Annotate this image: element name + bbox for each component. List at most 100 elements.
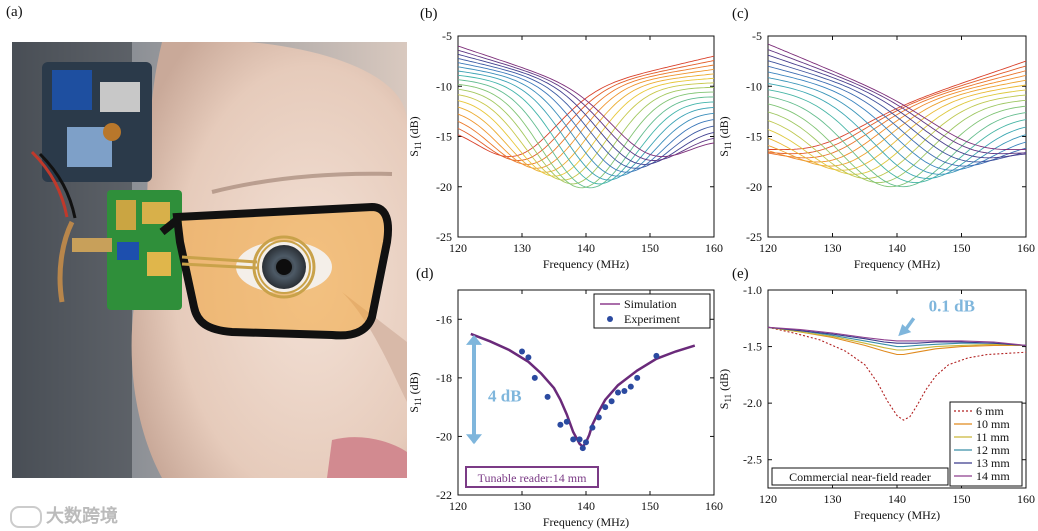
panel-label-e: (e) [732, 266, 749, 282]
chart-e: 120 130 140 150 160 -1.0 -1.5 -2.0 -2.5 Frequency… [717, 266, 1035, 522]
sweep-curve-c [767, 65, 1027, 155]
experiment-point [525, 354, 532, 361]
sweep-curve-b [457, 79, 715, 189]
sweep-curve-c [767, 74, 1027, 163]
y-tick-label-b: -25 [436, 230, 452, 244]
sweep-curve-b [457, 77, 715, 177]
y-axis-label-e: S11 (dB) [717, 369, 733, 409]
sweep-curve-c [767, 54, 1027, 159]
y-tick-label-d: -18 [436, 371, 452, 385]
annotation-0-1db: 0.1 dB [929, 296, 975, 315]
photo-smart-contact-lens-glasses [12, 42, 407, 478]
sweep-curve-c [767, 94, 1027, 179]
experiment-point [531, 374, 538, 381]
legend-label-experiment: Experiment [624, 312, 681, 326]
experiment-point [608, 398, 615, 405]
sweep-curve-c [767, 84, 1027, 171]
y-tick-label-e: -2.5 [743, 453, 762, 467]
experiment-point [615, 389, 621, 396]
experiment-point [589, 424, 596, 431]
experiment-point [583, 439, 589, 446]
chart-c: 120 130 140 150 160 -5 -10 -15 -20 -25 Frequency (… [717, 6, 1035, 271]
experiment-point [519, 348, 525, 355]
experiment-point [579, 445, 586, 452]
range-arrow-head-up [466, 334, 482, 345]
series-line-12-mm [767, 326, 1027, 348]
sweep-curve-b [457, 64, 715, 165]
x-axis-label-c: Frequency (MHz) [854, 257, 940, 271]
series-line-10-mm [767, 326, 1026, 356]
legend-label-10-mm: 10 mm [976, 417, 1010, 431]
sweep-curve-c [767, 83, 1027, 179]
sweep-curve-c [767, 65, 1027, 167]
box-label-commercial-reader: Commercial near-field reader [789, 470, 931, 484]
y-axis-label-b: S11 (dB) [407, 116, 423, 156]
panel-label-b: (b) [420, 6, 438, 22]
y-tick-label-c: -25 [746, 230, 762, 244]
y-tick-label-c: -10 [746, 79, 762, 93]
sweep-curve-c [767, 96, 1027, 188]
legend-marker-experiment [607, 316, 613, 322]
x-tick-label-d: 130 [513, 499, 531, 513]
watermark-text: 大数跨境 [46, 506, 118, 526]
experiment-point [595, 414, 602, 421]
y-axis-label-c: S11 (dB) [717, 116, 733, 156]
box-label-tunable-reader: Tunable reader:14 mm [478, 471, 588, 485]
sweep-curve-c [767, 99, 1027, 184]
annotation-4db: 4 dB [488, 386, 522, 405]
annotation-arrow-head-e [898, 324, 912, 337]
sweep-curve-b [457, 74, 715, 185]
sweep-curve-c [767, 70, 1027, 159]
sweep-curve-c [767, 79, 1027, 167]
x-tick-label-b: 140 [577, 241, 595, 255]
legend-label-12-mm: 12 mm [976, 443, 1010, 457]
y-tick-label-e: -1.0 [743, 283, 762, 297]
series-line-6-mm [767, 326, 1027, 421]
y-tick-label-b: -5 [442, 29, 452, 43]
y-tick-label-c: -15 [746, 130, 762, 144]
x-tick-label-e: 150 [953, 492, 971, 506]
chart-b: 120 130 140 150 160 -5 -10 -15 -20 -25 Frequency (… [407, 6, 723, 271]
x-tick-label-d: 120 [449, 499, 467, 513]
x-tick-label-d: 160 [705, 499, 723, 513]
sweep-curve-b [457, 62, 715, 173]
y-tick-label-d: -16 [436, 312, 452, 326]
x-axis-label-d: Frequency (MHz) [543, 515, 629, 529]
experiment-point [653, 352, 660, 359]
sweep-curve-c [767, 89, 1027, 184]
experiment-point [570, 436, 577, 443]
x-tick-label-d: 150 [641, 499, 659, 513]
y-tick-label-b: -10 [436, 79, 452, 93]
panel-a-label: (a) [6, 4, 23, 20]
x-tick-label-e: 130 [824, 492, 842, 506]
sweep-curve-b [457, 45, 715, 158]
sweep-curve-b [457, 53, 715, 165]
sweep-curve-c [767, 60, 1027, 163]
legend-box-d [593, 293, 711, 329]
experiment-point [627, 383, 634, 390]
sweep-curve-c [767, 43, 1026, 151]
panel-label-c: (c) [732, 6, 749, 22]
legend-label-simulation: Simulation [624, 297, 677, 311]
experiment-point [621, 388, 628, 395]
x-tick-label-e: 120 [759, 492, 777, 506]
sweep-curve-b [457, 60, 715, 161]
sweep-curve-b [457, 58, 715, 169]
y-tick-label-d: -22 [436, 488, 452, 502]
legend-label-13-mm: 13 mm [976, 456, 1010, 470]
axes-frame-c [767, 35, 1027, 238]
series-line-13-mm [767, 326, 1027, 346]
sweep-curve-b [457, 66, 715, 177]
experiment-point [602, 404, 609, 411]
y-tick-label-b: -20 [436, 180, 452, 194]
x-axis-label-b: Frequency (MHz) [543, 257, 629, 271]
experiment-point [544, 393, 551, 400]
y-tick-label-d: -20 [436, 429, 452, 443]
y-tick-label-b: -15 [436, 130, 452, 144]
box-label-frame-d [465, 466, 599, 488]
panel-label-d: (d) [416, 266, 434, 282]
y-tick-label-c: -5 [752, 29, 762, 43]
series-line-11-mm [767, 326, 1027, 351]
sweep-curve-c [767, 77, 1027, 175]
